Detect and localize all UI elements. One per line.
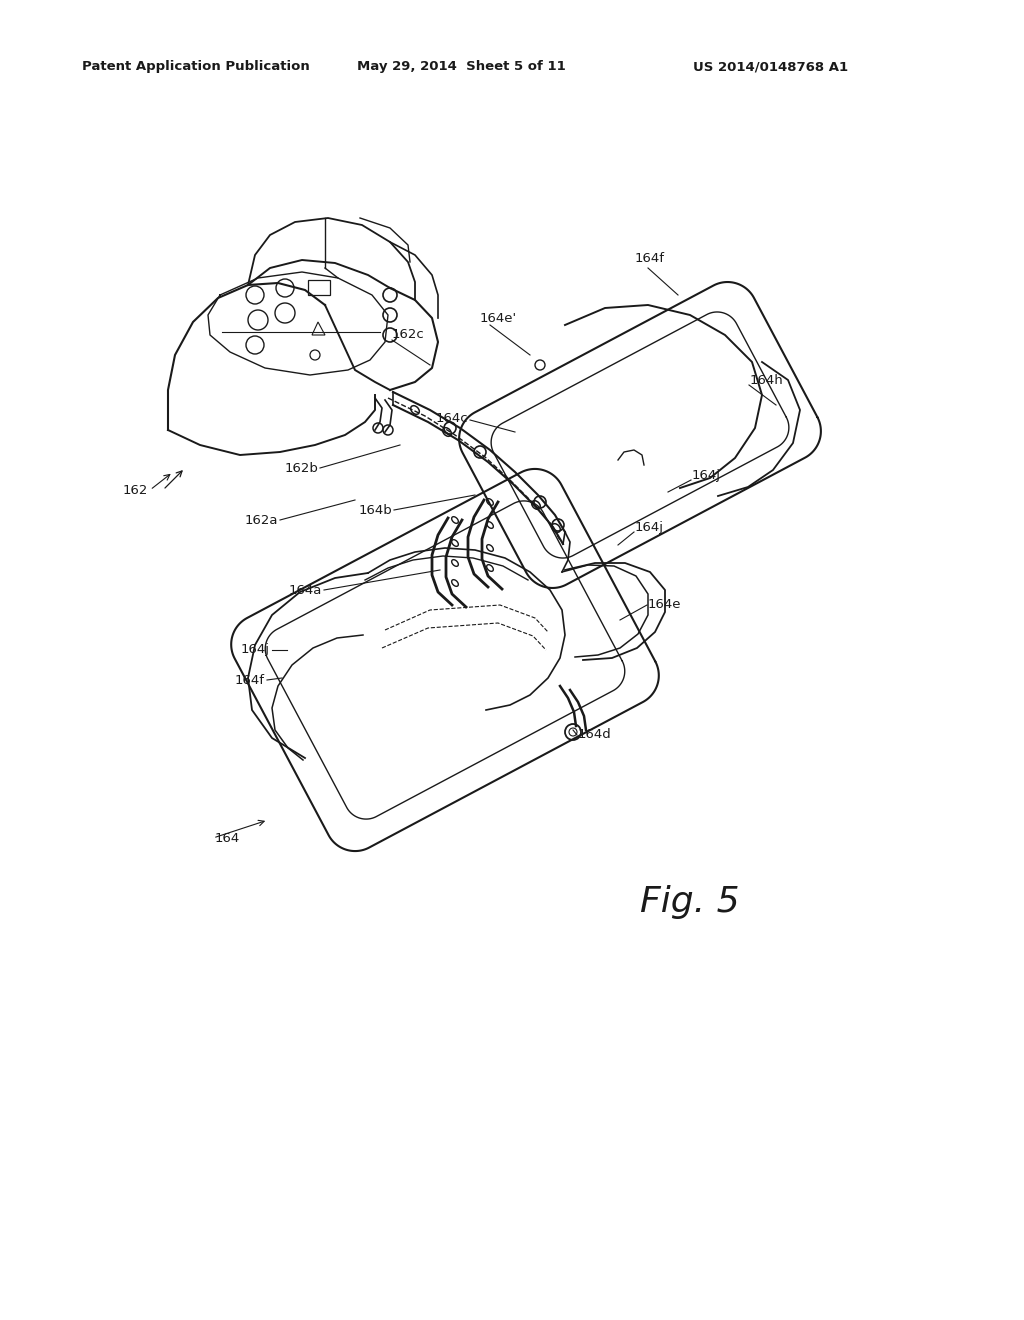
Text: 164f: 164f [234, 673, 265, 686]
Text: US 2014/0148768 A1: US 2014/0148768 A1 [693, 59, 848, 73]
Ellipse shape [486, 499, 494, 506]
Bar [308, 280, 330, 294]
Text: 162a: 162a [245, 513, 278, 527]
Text: 164: 164 [215, 832, 241, 845]
Text: 162: 162 [123, 483, 148, 496]
Text: 164d: 164d [578, 729, 611, 742]
Text: 164c: 164c [435, 412, 468, 425]
Text: 164e': 164e' [480, 312, 517, 325]
Text: Fig. 5: Fig. 5 [640, 884, 739, 919]
Text: Patent Application Publication: Patent Application Publication [82, 59, 309, 73]
Ellipse shape [452, 579, 459, 586]
Text: 164j: 164j [692, 469, 721, 482]
Text: May 29, 2014  Sheet 5 of 11: May 29, 2014 Sheet 5 of 11 [357, 59, 565, 73]
Ellipse shape [452, 560, 459, 566]
Text: 162b: 162b [284, 462, 318, 474]
Text: 164e: 164e [648, 598, 682, 611]
Text: 162c: 162c [392, 329, 425, 342]
Text: 164j: 164j [635, 521, 664, 535]
Text: 164b: 164b [358, 503, 392, 516]
Ellipse shape [486, 565, 494, 572]
Ellipse shape [452, 540, 459, 546]
Text: 164h: 164h [750, 374, 783, 387]
Ellipse shape [486, 521, 494, 528]
Ellipse shape [486, 545, 494, 552]
Text: 164a: 164a [289, 583, 322, 597]
Text: 164f: 164f [635, 252, 665, 264]
Text: 164j: 164j [241, 644, 270, 656]
Ellipse shape [452, 516, 459, 523]
